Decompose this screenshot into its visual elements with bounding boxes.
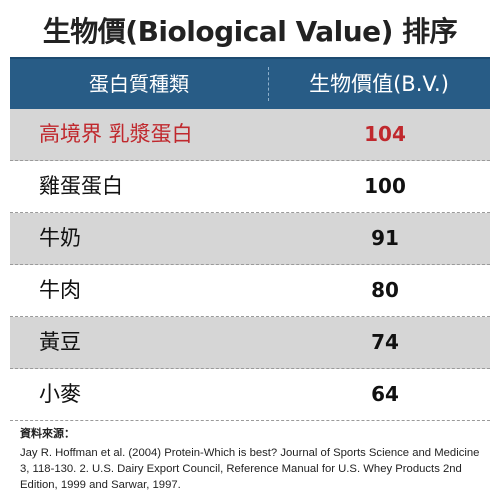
header-protein-type: 蛋白質種類 — [89, 72, 189, 96]
references: 資料來源： Jay R. Hoffman et al. (2004) Prote… — [20, 425, 485, 493]
row-protein-name: 牛肉 — [39, 278, 81, 302]
row-bv-value: 64 — [371, 382, 399, 406]
row-bv-value: 91 — [371, 226, 399, 250]
row-protein-name: 雞蛋蛋白 — [39, 174, 123, 198]
row-bv-value: 80 — [371, 278, 399, 302]
table-row: 雞蛋蛋白 100 — [10, 161, 490, 213]
table-header: 蛋白質種類 生物價值(B.V.) — [10, 57, 490, 109]
row-bv-value: 100 — [364, 174, 406, 198]
row-protein-name: 高境界 乳漿蛋白 — [39, 122, 193, 146]
bv-table: 蛋白質種類 生物價值(B.V.) 高境界 乳漿蛋白 104 雞蛋蛋白 100 牛… — [10, 57, 490, 421]
page-title: 生物價(Biological Value) 排序 — [42, 15, 458, 48]
row-bv-value: 104 — [364, 122, 406, 146]
header-bv: 生物價值(B.V.) — [309, 72, 449, 96]
table-row: 牛奶 91 — [10, 213, 490, 265]
row-protein-name: 小麥 — [39, 382, 81, 406]
references-label: 資料來源： — [20, 428, 75, 440]
table-row: 黃豆 74 — [10, 317, 490, 369]
row-bv-value: 74 — [371, 330, 399, 354]
row-protein-name: 牛奶 — [39, 226, 81, 250]
table-row: 牛肉 80 — [10, 265, 490, 317]
references-text: Jay R. Hoffman et al. (2004) Protein-Whi… — [20, 447, 480, 491]
table-row: 小麥 64 — [10, 369, 490, 421]
table-row: 高境界 乳漿蛋白 104 — [10, 109, 490, 161]
header-divider — [268, 67, 269, 101]
row-protein-name: 黃豆 — [39, 330, 81, 354]
